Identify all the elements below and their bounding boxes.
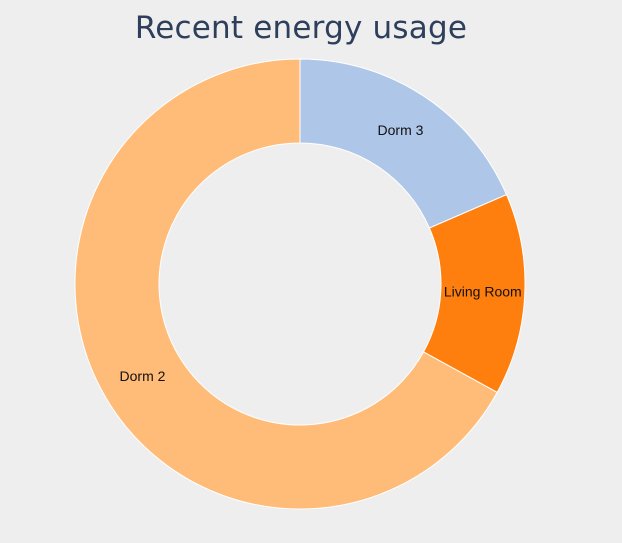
slice-dorm-2	[74, 58, 498, 510]
slice-label-dorm-2: Dorm 2	[120, 368, 166, 384]
slice-dorm-3	[299, 58, 508, 229]
slice-label-dorm-3: Dorm 3	[378, 122, 424, 138]
chart-title: Recent energy usage	[134, 10, 468, 46]
slices-layer	[74, 58, 526, 510]
slice-label-living-room: Living Room	[444, 283, 522, 299]
labels-layer: Dorm 3 Living Room Dorm 2	[120, 122, 522, 384]
